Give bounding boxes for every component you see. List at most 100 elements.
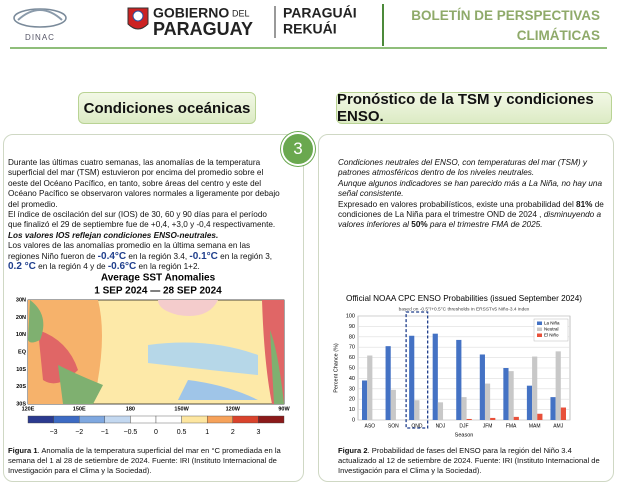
- lon-label: 120W: [226, 406, 241, 412]
- colorbar-label: −2: [75, 429, 83, 436]
- paragraph: El índice de oscilación del sur (IOS) de…: [8, 210, 280, 231]
- bar: [437, 402, 444, 420]
- enso-chart: Official NOAA CPC ENSO Probabilities (is…: [333, 294, 582, 438]
- text-run: para el trimestre FMA de 2025.: [427, 220, 543, 230]
- colorbar-label: 1: [205, 429, 209, 436]
- right-text: Condiciones neutrales del ENSO, con temp…: [338, 158, 604, 231]
- lon-label: 150E: [73, 406, 86, 412]
- text-run: 50%: [411, 220, 428, 230]
- bar: [479, 354, 485, 420]
- colorbar-cell: [53, 415, 80, 424]
- bar: [466, 418, 472, 420]
- text-run: Figura 1: [8, 446, 38, 455]
- legend-box: [533, 318, 569, 342]
- lat-label: 30N: [16, 297, 26, 303]
- highlight-box: [405, 311, 429, 429]
- paragraph: Durante las últimas cuatro semanas, las …: [8, 158, 280, 210]
- gov-bottom: PARAGUAY: [153, 19, 253, 39]
- y-tick-label: 90: [349, 324, 355, 330]
- paragraph: Condiciones neutrales del ENSO, con temp…: [338, 158, 604, 179]
- header: DINAC GOBIERNO DEL PARAGUAY PARAGUÁI REK…: [10, 4, 607, 49]
- text-run: en la región 1+2.: [136, 262, 200, 272]
- colorbar-cell: [232, 415, 259, 424]
- y-tick-label: 30: [349, 386, 355, 392]
- colorbar-cell: [130, 415, 157, 424]
- org-name: DINAC: [25, 33, 55, 42]
- text-run: El índice de oscilación del sur (IOS) de…: [8, 210, 276, 230]
- text-run: en la región 3.4,: [126, 251, 190, 261]
- bar: [362, 380, 368, 420]
- colorbar-cell: [181, 415, 208, 424]
- y-tick-label: 70: [349, 345, 355, 351]
- gov-del: DEL: [232, 8, 250, 18]
- paragraph: Aunque algunos indicadores se han pareci…: [338, 179, 604, 200]
- x-tick-label: AMJ: [553, 423, 564, 429]
- text-run: en la región 4 y de: [35, 262, 108, 272]
- rekuai-bottom: REKUÁI: [283, 21, 337, 37]
- x-tick-label: FMA: [506, 423, 517, 429]
- y-tick-label: 10: [349, 407, 355, 413]
- lon-label: 90W: [278, 406, 290, 412]
- bar: [390, 389, 396, 420]
- text-run: Aunque algunos indicadores se han pareci…: [338, 178, 603, 199]
- legend-swatch: [537, 327, 542, 331]
- chart-title: Official NOAA CPC ENSO Probabilities (is…: [346, 294, 582, 303]
- lon-label: 150W: [174, 406, 189, 412]
- legend-swatch: [537, 321, 542, 325]
- text-run: Figura 2: [338, 446, 368, 455]
- legend-swatch: [537, 333, 542, 337]
- colorbar-label: 3: [256, 429, 260, 436]
- y-tick-label: 0: [352, 417, 355, 423]
- right-caption: Figura 2. Probabilidad de fases del ENSO…: [338, 446, 604, 476]
- bar: [537, 413, 543, 420]
- bar: [432, 333, 438, 420]
- bar: [385, 346, 391, 420]
- x-tick-label: SON: [388, 423, 399, 429]
- section-number: 3: [281, 132, 315, 166]
- colorbar-cell: [78, 415, 105, 424]
- text-run: 81%: [576, 199, 593, 209]
- gov-top: GOBIERNO: [153, 5, 229, 21]
- legend-label: La Niña: [544, 321, 560, 326]
- text-run: en la región 3,: [217, 251, 273, 261]
- text-run: Durante las últimas cuatro semanas, las …: [8, 158, 280, 209]
- bar: [560, 407, 566, 420]
- text-run: Expresado en valores probabilísticos, ex…: [338, 199, 577, 209]
- y-tick-label: 40: [349, 376, 355, 382]
- lat-label: 20N: [16, 315, 26, 321]
- paragraph: Los valores IOS reflejan condiciones ENS…: [8, 231, 280, 241]
- map-title: Average SST Anomalies: [101, 273, 216, 284]
- text-run: -0.1°C: [189, 250, 218, 262]
- colorbar-label: −0.5: [123, 429, 137, 436]
- left-caption: Figura 1. Anomalía de la temperatura sup…: [8, 446, 293, 476]
- bar: [555, 351, 561, 420]
- text-run: -0.4°C: [97, 250, 127, 262]
- lon-label: 180: [126, 406, 135, 412]
- bar: [367, 355, 373, 420]
- legend-label: El Niño: [544, 333, 559, 338]
- y-tick-label: 80: [349, 334, 355, 340]
- text-run: Condiciones neutrales del ENSO, con temp…: [338, 158, 587, 178]
- paragraph: Los valores de las anomalías promedio en…: [8, 241, 280, 272]
- x-tick-label: NDJ: [436, 423, 446, 429]
- colorbar-label: 0.5: [177, 429, 187, 436]
- lon-label: 120E: [22, 406, 35, 412]
- colorbar-label: −1: [101, 429, 109, 436]
- bar: [456, 339, 462, 420]
- bar: [414, 400, 420, 420]
- text-run: Los valores de las anomalías promedio en…: [8, 241, 251, 261]
- bar: [490, 417, 496, 420]
- text-run: . Anomalía de la temperatura superficial…: [8, 446, 281, 475]
- y-axis-label: Percent Chance (%): [333, 343, 339, 393]
- text-run: de condiciones de La Niña para el trimes…: [338, 199, 604, 220]
- text-run: 0.2 °C: [8, 261, 36, 273]
- rekuai-top: PARAGUÁI: [283, 5, 357, 21]
- legend-label: Neutral: [544, 327, 559, 332]
- x-tick-label: DJF: [459, 423, 468, 429]
- x-tick-label: MAM: [529, 423, 541, 429]
- text-run: -0.6°C: [107, 261, 137, 273]
- lat-label: EQ: [18, 349, 27, 355]
- colorbar-cell: [258, 415, 285, 424]
- paragraph: Expresado en valores probabilísticos, ex…: [338, 200, 604, 231]
